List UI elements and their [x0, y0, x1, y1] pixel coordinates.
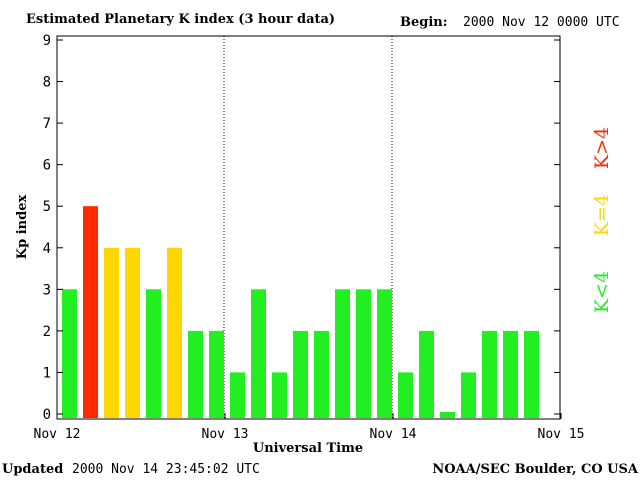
x-tick-label: Nov 12 — [34, 427, 81, 442]
kp-bar-6 — [188, 330, 203, 418]
begin-value: 2000 Nov 12 0000 UTC — [463, 15, 620, 30]
x-tick-label: Nov 13 — [202, 427, 249, 442]
kp-bar-2 — [104, 247, 119, 418]
legend-high: K>4 — [591, 127, 613, 169]
kp-bar-21 — [503, 330, 518, 418]
y-tick-label: 9 — [43, 33, 51, 49]
y-tick-label: 2 — [43, 324, 51, 340]
x-tick-label: Nov 15 — [538, 427, 585, 442]
plot-frame — [56, 35, 561, 420]
kp-bar-5 — [167, 247, 182, 418]
chart-title: Estimated Planetary K index (3 hour data… — [26, 12, 335, 27]
x-tick-label: Nov 14 — [370, 427, 417, 442]
y-axis-label: Kp index — [15, 195, 30, 260]
y-tick-label: 8 — [43, 75, 51, 91]
y-tick-label: 3 — [43, 282, 51, 298]
kp-bar-16 — [398, 372, 413, 418]
footer-credit: NOAA/SEC Boulder, CO USA — [432, 462, 639, 477]
kp-bar-20 — [482, 330, 497, 418]
updated-label: Updated — [2, 462, 63, 477]
kp-bar-0 — [62, 289, 77, 418]
kp-bar-12 — [314, 330, 329, 418]
bars-group — [62, 206, 539, 418]
y-tick-label: 7 — [43, 116, 51, 132]
kp-bar-1 — [83, 206, 98, 418]
legend-low: K<4 — [591, 271, 613, 313]
y-tick-label: 4 — [43, 241, 51, 257]
kp-bar-10 — [272, 372, 287, 418]
kp-bar-14 — [356, 289, 371, 418]
kp-bar-13 — [335, 289, 350, 418]
legend-mid: K=4 — [591, 194, 613, 236]
kp-bar-3 — [125, 247, 140, 418]
kp-bar-18 — [440, 411, 455, 418]
updated-value: 2000 Nov 14 23:45:02 UTC — [72, 462, 260, 477]
y-tick-label: 6 — [43, 158, 51, 174]
kp-bar-9 — [251, 289, 266, 418]
kp-bar-4 — [146, 289, 161, 418]
begin-label: Begin: — [400, 15, 448, 30]
kp-bar-7 — [209, 330, 224, 418]
y-tick-label: 5 — [43, 199, 51, 215]
kp-bar-15 — [377, 289, 392, 418]
kp-bar-11 — [293, 330, 308, 418]
x-axis-label: Universal Time — [253, 441, 363, 456]
y-tick-label: 0 — [43, 407, 51, 423]
kp-bar-19 — [461, 372, 476, 418]
y-axis: 0 1 2 3 4 5 6 7 8 9 — [43, 33, 560, 423]
kp-bar-8 — [230, 372, 245, 418]
kp-bar-22 — [524, 330, 539, 418]
y-tick-label: 1 — [43, 365, 51, 381]
x-axis: Nov 12 Nov 13 Nov 14 Nov 15 — [34, 413, 585, 442]
kp-bar-17 — [419, 330, 434, 418]
